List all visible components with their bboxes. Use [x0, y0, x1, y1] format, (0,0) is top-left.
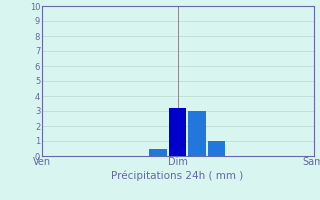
Bar [149, 148, 167, 156]
Bar [169, 108, 186, 156]
Bar [188, 111, 206, 156]
Bar [208, 141, 225, 156]
X-axis label: Précipitations 24h ( mm ): Précipitations 24h ( mm ) [111, 170, 244, 181]
